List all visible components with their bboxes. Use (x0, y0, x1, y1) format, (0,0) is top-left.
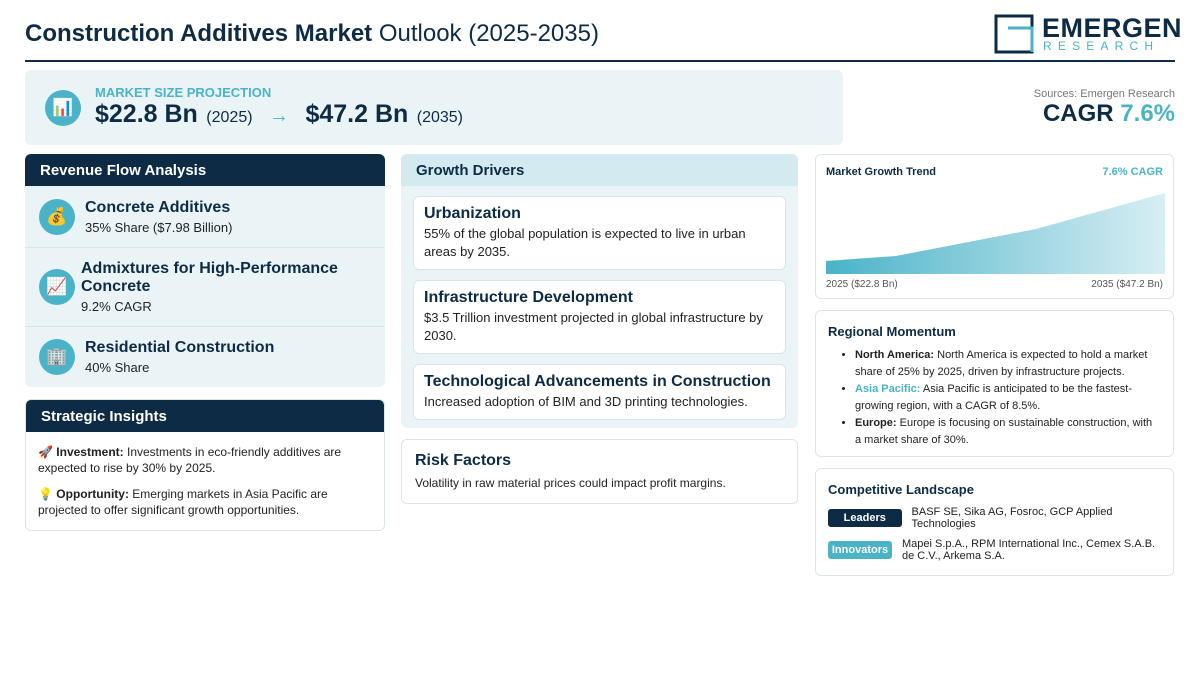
sources: Sources: Emergen Research (1033, 88, 1175, 100)
growth-drivers: Growth Drivers Urbanization 55% of the gl… (401, 154, 798, 428)
driver-card: Urbanization 55% of the global population… (413, 196, 786, 270)
region-text: Asia Pacific is anticipated to be the fa… (855, 383, 1132, 412)
logo-name: EMERGEN (1042, 13, 1183, 43)
insight-text: Emerging markets in Asia Pacific are pro… (38, 487, 328, 517)
item-name: Residential Construction (85, 339, 275, 356)
driver-card: Infrastructure Development $3.5 Trillion … (413, 280, 786, 354)
section-title: Competitive Landscape (828, 482, 974, 497)
icon: 💡 (38, 487, 53, 501)
insight: 🚀 Investment: Investments in eco-friendl… (26, 432, 384, 476)
comp-list: BASF SE, Sika AG, Fosroc, GCP Applied Te… (911, 506, 1113, 530)
icon: 🏢 (39, 339, 75, 375)
item-name: Admixtures for High-Performance Concrete (81, 260, 338, 295)
comp-row: Innovators Mapei S.p.A., RPM Internationa… (828, 538, 1161, 562)
region-item: North America: North America is expected… (855, 347, 1161, 381)
icon: 📈 (39, 269, 75, 305)
insight: 💡 Opportunity: Emerging markets in Asia … (26, 476, 384, 518)
strategic-insights: Strategic Insights 🚀 Investment: Investm… (25, 399, 385, 531)
insight-label: Investment: (56, 445, 124, 459)
comp-row: Leaders BASF SE, Sika AG, Fosroc, GCP App… (828, 506, 1161, 530)
start-value: $22.8 Bn (95, 100, 198, 128)
risk-text: Volatility in raw material prices could … (415, 476, 726, 490)
icon: 🚀 (38, 445, 53, 459)
item-detail: 35% Share ($7.98 Billion) (85, 219, 233, 235)
comp-tag: Innovators (828, 541, 892, 559)
item-detail: 9.2% CAGR (81, 299, 152, 314)
start-year: (2025) (206, 109, 253, 126)
insight-label: Opportunity: (56, 487, 129, 501)
driver-title: Urbanization (424, 205, 521, 222)
page-title: Construction Additives Market Outlook (2… (25, 20, 599, 48)
projection-values: $22.8 Bn (2025) → $47.2 Bn (2035) (95, 100, 463, 129)
revenue-item: 💰 Concrete Additives 35% Share ($7.98 Bill… (25, 186, 385, 248)
logo-sub: RESEARCH (1043, 39, 1160, 53)
region-text: North America is expected to hold a mark… (855, 349, 1148, 378)
revenue-item: 📈 Admixtures for High-Performance Concret… (25, 248, 385, 327)
driver-text: Increased adoption of BIM and 3D printin… (424, 394, 748, 409)
competitive-landscape: Competitive Landscape Leaders BASF SE, Si… (815, 468, 1174, 576)
insight-text: Investments in eco-friendly additives ar… (38, 445, 342, 475)
icon: 💰 (39, 198, 75, 235)
driver-text: 55% of the global population is expected… (424, 226, 746, 259)
section-title: Revenue Flow Analysis (25, 154, 385, 186)
regional-momentum: Regional Momentum North America: North A… (815, 310, 1174, 457)
cagr-value: 7.6% (1120, 100, 1175, 127)
revenue-item: 🏢 Residential Construction 40% Share (25, 327, 385, 387)
cagr: CAGR 7.6% (1043, 100, 1175, 128)
section-title: Risk Factors (415, 452, 512, 469)
projection-box: 📊 MARKET SIZE PROJECTION $22.8 Bn (2025)… (25, 70, 843, 145)
section-title: Strategic Insights (26, 400, 384, 432)
trend-end: 2035 ($47.2 Bn) (1091, 279, 1163, 290)
region-list: North America: North America is expected… (828, 347, 1161, 449)
trend-title: Market Growth Trend (826, 166, 937, 178)
region-item: Europe: Europe is focusing on sustainabl… (855, 415, 1161, 449)
end-year: (2035) (416, 109, 463, 126)
title-rest: Outlook (2025-2035) (378, 20, 599, 47)
region-name: North America: (855, 349, 935, 361)
region-name: Europe: (855, 417, 897, 429)
revenue-flow: Revenue Flow Analysis 💰 Concrete Additive… (25, 154, 385, 387)
item-detail: 40% Share (85, 360, 150, 375)
header-rule (25, 60, 1175, 62)
projection-icon: 📊 (45, 90, 81, 126)
comp-list: Mapei S.p.A., RPM International Inc., Ce… (902, 538, 1156, 562)
region-name: Asia Pacific: (855, 383, 921, 395)
section-title: Regional Momentum (828, 324, 956, 339)
item-name: Concrete Additives (85, 198, 231, 216)
region-text: Europe is focusing on sustainable constr… (855, 417, 1153, 446)
cagr-label: CAGR (1042, 100, 1114, 127)
region-item: Asia Pacific: Asia Pacific is anticipate… (855, 381, 1161, 415)
arrow: → (269, 105, 289, 127)
trend-card: Market Growth Trend 7.6% CAGR 2025 ($22.… (815, 154, 1174, 299)
trend-start: 2025 ($22.8 Bn) (826, 279, 898, 290)
driver-title: Infrastructure Development (424, 289, 633, 306)
comp-tag: Leaders (828, 509, 902, 527)
end-value: $47.2 Bn (305, 100, 409, 128)
risk-factors: Risk Factors Volatility in raw material … (401, 439, 798, 504)
driver-text: $3.5 Trillion investment projected in gl… (424, 310, 763, 343)
trend-area (826, 193, 1165, 274)
section-title: Growth Drivers (401, 154, 798, 186)
driver-card: Technological Advancements in Constructi… (413, 364, 786, 420)
driver-title: Technological Advancements in Constructi… (424, 373, 771, 390)
title-bold: Construction Additives Market (25, 20, 373, 47)
trend-badge: 7.6% CAGR (1102, 166, 1163, 178)
projection-label: MARKET SIZE PROJECTION (95, 85, 272, 100)
logo-mark (994, 14, 1034, 54)
